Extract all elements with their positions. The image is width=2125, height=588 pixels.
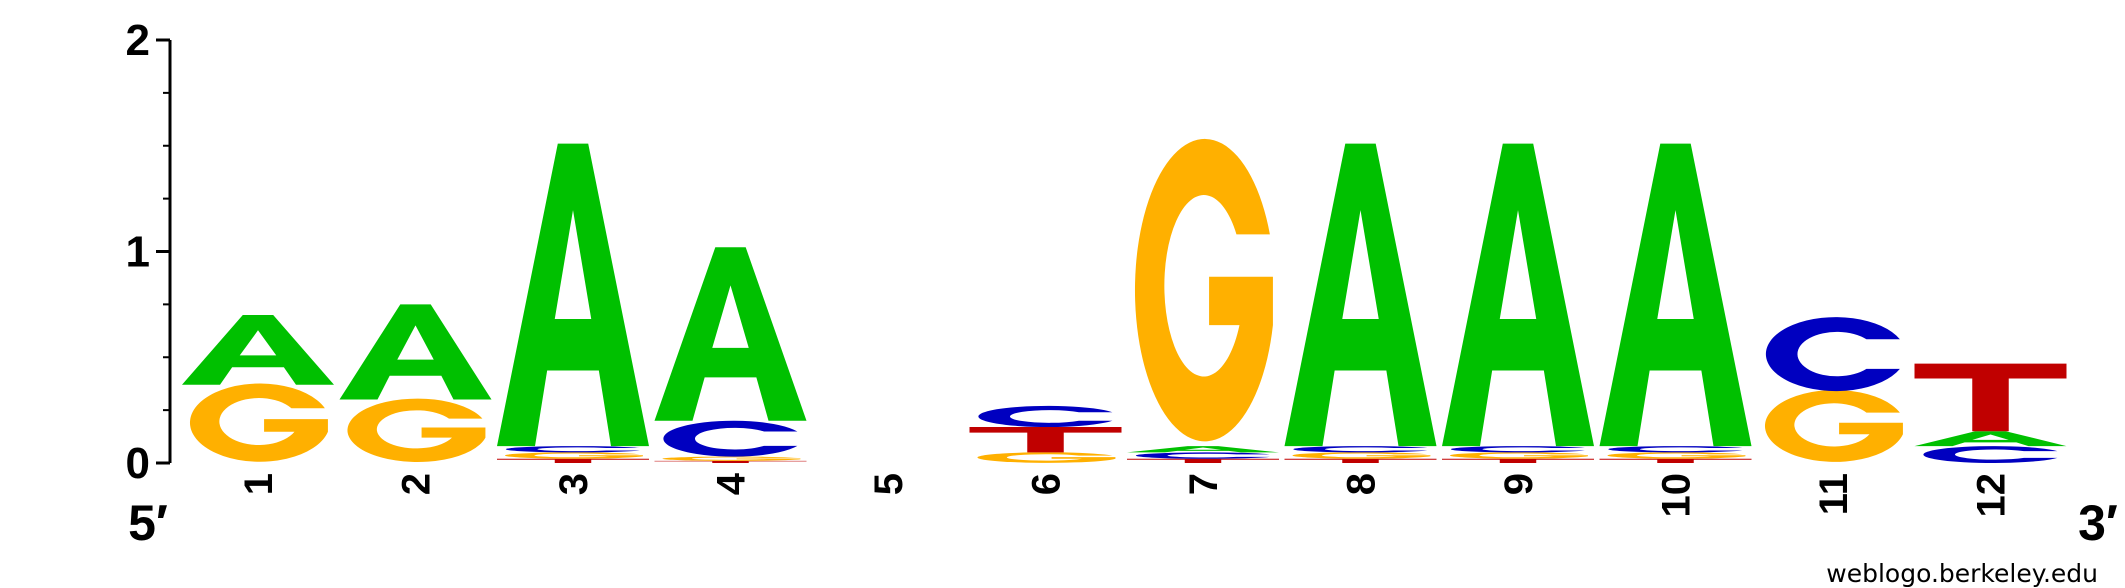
letter-C bbox=[978, 405, 1113, 428]
x-tick-label: 2 bbox=[395, 473, 439, 495]
x-tick-label: 3 bbox=[552, 473, 596, 495]
x-tick-label: 10 bbox=[1655, 473, 1699, 518]
letter-G bbox=[1449, 452, 1588, 459]
letter-A bbox=[497, 143, 649, 447]
letter-C bbox=[663, 420, 798, 457]
y-tick-label: 2 bbox=[126, 16, 150, 65]
five-prime-label: 5′ bbox=[128, 495, 168, 551]
credit-text: weblogo.berkeley.edu bbox=[1826, 559, 2098, 588]
letter-G bbox=[189, 383, 328, 462]
x-tick-label: 8 bbox=[1340, 473, 1384, 495]
letter-T bbox=[969, 427, 1122, 453]
x-tick-label: 9 bbox=[1497, 473, 1541, 495]
letter-T bbox=[1127, 458, 1279, 463]
letter-C bbox=[505, 446, 640, 453]
letter-T bbox=[1284, 458, 1437, 463]
letter-T bbox=[654, 460, 807, 463]
x-tick-label: 7 bbox=[1182, 473, 1226, 495]
x-tick-label: 5 bbox=[867, 473, 911, 495]
x-tick-label: 11 bbox=[1812, 473, 1856, 515]
three-prime-label: 3′ bbox=[2078, 495, 2118, 551]
letter-G bbox=[1292, 452, 1431, 459]
letter-stacks bbox=[182, 138, 2067, 463]
letter-A bbox=[1914, 431, 2067, 447]
letter-C bbox=[1765, 317, 1900, 392]
letter-C bbox=[1608, 446, 1743, 453]
x-axis-labels: 1 2 3 4 5 6 7 8 9 10 11 12 bbox=[237, 472, 2014, 517]
letter-A bbox=[339, 304, 492, 400]
y-tick-label: 0 bbox=[126, 439, 150, 488]
letter-G bbox=[662, 456, 801, 461]
x-tick-label: 12 bbox=[1970, 473, 2014, 518]
letter-C bbox=[1923, 446, 2058, 463]
letter-T bbox=[1914, 363, 2067, 432]
x-tick-label: 6 bbox=[1025, 473, 1069, 495]
letter-G bbox=[504, 452, 643, 459]
letter-A bbox=[654, 247, 807, 421]
letter-G bbox=[1607, 452, 1746, 459]
letter-A bbox=[1127, 446, 1279, 453]
letter-A bbox=[1442, 143, 1594, 447]
x-tick-label: 4 bbox=[710, 472, 754, 495]
letter-T bbox=[1442, 458, 1594, 463]
letter-T bbox=[1599, 458, 1752, 463]
letter-G bbox=[977, 452, 1116, 463]
letter-A bbox=[182, 314, 334, 385]
letter-C bbox=[1450, 446, 1585, 453]
letter-T bbox=[497, 458, 649, 463]
y-axis: 0 1 2 bbox=[126, 16, 172, 488]
letter-G bbox=[1764, 389, 1903, 462]
y-tick-label: 1 bbox=[126, 228, 150, 277]
letter-C bbox=[1135, 452, 1270, 459]
letter-A bbox=[1284, 143, 1437, 447]
x-tick-label: 1 bbox=[237, 473, 281, 495]
letter-G bbox=[1134, 138, 1273, 442]
letter-C bbox=[1293, 446, 1428, 453]
letter-G bbox=[347, 398, 486, 463]
letter-A bbox=[1599, 143, 1752, 447]
